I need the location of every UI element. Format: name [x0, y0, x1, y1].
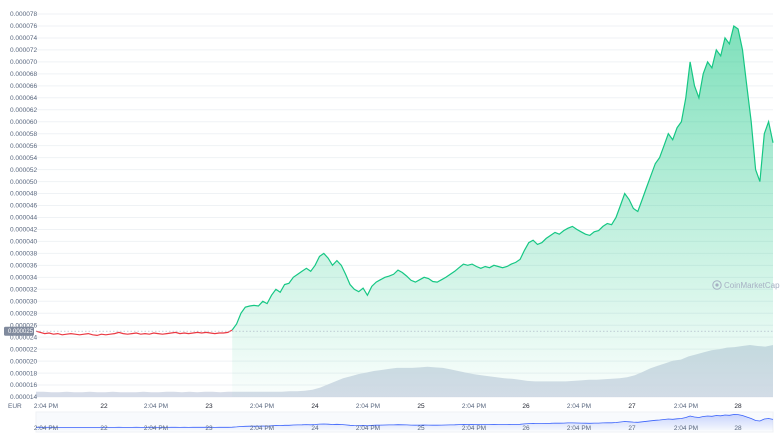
y-tick-label: 0.000020: [10, 358, 37, 365]
y-tick-label: 0.000042: [10, 227, 37, 234]
y-tick-label: 0.000078: [10, 11, 37, 18]
x-tick-label: 24: [311, 403, 319, 410]
navigator-tick-label: 2:04 PM: [356, 425, 380, 432]
navigator-tick-label: 23: [205, 425, 213, 432]
navigator-area: [36, 414, 773, 430]
y-tick-label: 0.000032: [10, 286, 37, 293]
x-tick-label: 25: [417, 403, 425, 410]
navigator-tick-label: 24: [311, 425, 319, 432]
navigator-tick-label: 25: [417, 425, 425, 432]
y-tick-label: 0.000058: [10, 131, 37, 138]
y-tick-label: 0.000074: [10, 35, 37, 42]
currency-label: EUR: [8, 403, 22, 410]
current-price-label: 0.000025: [8, 329, 34, 335]
y-tick-label: 0.000040: [10, 239, 37, 246]
y-tick-label: 0.000072: [10, 47, 37, 54]
navigator-tick-label: 22: [100, 425, 108, 432]
x-tick-label: 26: [522, 403, 530, 410]
y-tick-label: 0.000028: [10, 310, 37, 317]
y-tick-label: 0.000024: [10, 334, 37, 341]
y-tick-label: 0.000066: [10, 83, 37, 90]
x-axis: 2:04 PM 22 2:04 PM 23 2:04 PM 24 2:04 PM 25 2:04…: [34, 403, 742, 410]
current-price-badge: 0.000025: [4, 326, 34, 336]
x-tick-label: 2:04 PM: [144, 403, 168, 410]
y-tick-label: 0.000022: [10, 346, 37, 353]
y-tick-label: 0.000076: [10, 23, 37, 30]
x-tick-label: 2:04 PM: [674, 403, 698, 410]
coinmarketcap-logo-icon: [712, 280, 722, 290]
navigator-line: [36, 414, 774, 428]
x-tick-label: 2:04 PM: [567, 403, 591, 410]
price-line-up: [231, 25, 774, 331]
y-tick-label: 0.000014: [10, 394, 37, 401]
y-tick-label: 0.000030: [10, 298, 37, 305]
watermark: CoinMarketCap: [712, 280, 780, 290]
y-tick-label: 0.000050: [10, 179, 37, 186]
x-tick-label: 28: [734, 403, 742, 410]
x-tick-label: 2:04 PM: [34, 403, 58, 410]
y-tick-label: 0.000038: [10, 251, 37, 258]
navigator-tick-label: 2:04 PM: [250, 425, 274, 432]
y-tick-label: 0.000064: [10, 95, 37, 102]
x-tick-label: 27: [628, 403, 636, 410]
navigator-tick-label: 27: [628, 425, 636, 432]
navigator[interactable]: 2:04 PM 22 2:04 PM 23 2:04 PM 24 2:04 PM 25 2:04…: [34, 411, 774, 433]
y-axis: 0.000014 0.000016 0.000018 0.000020 0.000022…: [10, 11, 37, 401]
y-tick-label: 0.000034: [10, 275, 37, 282]
y-tick-label: 0.000036: [10, 263, 37, 270]
navigator-tick-label: 2:04 PM: [462, 425, 486, 432]
x-tick-label: 23: [205, 403, 213, 410]
y-tick-label: 0.000016: [10, 382, 37, 389]
y-tick-label: 0.000070: [10, 59, 37, 66]
price-line: [35, 25, 774, 337]
navigator-tick-label: 2:04 PM: [567, 425, 591, 432]
y-tick-label: 0.000046: [10, 203, 37, 210]
y-tick-label: 0.000054: [10, 155, 37, 162]
price-line-down: [35, 329, 233, 337]
y-tick-label: 0.000018: [10, 370, 37, 377]
x-tick-label: 2:04 PM: [250, 403, 274, 410]
y-tick-label: 0.000044: [10, 215, 37, 222]
y-tick-label: 0.000060: [10, 119, 37, 126]
y-tick-label: 0.000068: [10, 71, 37, 78]
navigator-tick-label: 26: [522, 425, 530, 432]
x-tick-label: 22: [100, 403, 108, 410]
y-tick-label: 0.000048: [10, 191, 37, 198]
y-tick-label: 0.000052: [10, 167, 37, 174]
y-tick-label: 0.000056: [10, 143, 37, 150]
up-area-fill: [232, 26, 773, 397]
y-tick-label: 0.000026: [10, 322, 37, 329]
y-tick-label: 0.000062: [10, 107, 37, 114]
x-tick-label: 2:04 PM: [462, 403, 486, 410]
navigator-tick-label: 2:04 PM: [144, 425, 168, 432]
price-area: [232, 26, 773, 397]
x-tick-label: 2:04 PM: [356, 403, 380, 410]
watermark-text: CoinMarketCap: [724, 281, 780, 290]
navigator-tick-label: 28: [734, 425, 742, 432]
navigator-tick-label: 2:04 PM: [34, 425, 58, 432]
navigator-tick-label: 2:04 PM: [674, 425, 698, 432]
